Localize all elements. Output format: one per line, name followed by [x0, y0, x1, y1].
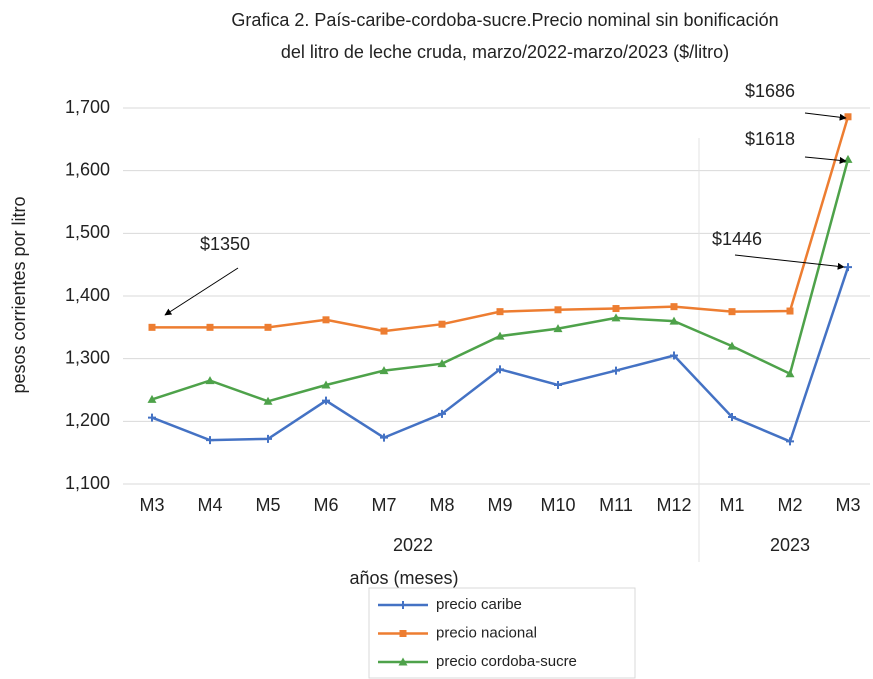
data-point [727, 341, 737, 350]
series-line [152, 116, 850, 333]
x-tick-label: M11 [599, 495, 633, 515]
x-tick-label: M8 [429, 495, 454, 515]
annotation: $1446 [712, 229, 762, 249]
x-tick-label: M3 [835, 495, 860, 515]
y-tick-label: 1,700 [65, 97, 110, 117]
x-tick-label: M5 [255, 495, 280, 515]
annotation: $1618 [745, 129, 795, 149]
data-point [843, 154, 853, 163]
y-tick-label: 1,400 [65, 285, 110, 305]
legend-label: precio caribe [436, 596, 522, 613]
annotation-arrow [804, 156, 847, 164]
annotation-arrow [804, 112, 847, 121]
data-point [379, 366, 389, 375]
annotation-arrow [734, 254, 845, 270]
x-tick-label: M6 [313, 495, 338, 515]
y-tick-label: 1,600 [65, 159, 110, 179]
data-point [148, 323, 156, 331]
data-point [322, 316, 330, 324]
x-group-label: 2022 [393, 535, 433, 555]
data-point [496, 365, 504, 374]
data-point [844, 263, 852, 272]
annotation: $1686 [745, 81, 795, 101]
data-point [728, 412, 736, 421]
data-point [669, 316, 679, 325]
chart-title: Grafica 2. País-caribe-cordoba-sucre.Pre… [231, 10, 778, 30]
x-tick-label: M10 [540, 495, 575, 515]
x-axis-label: años (meses) [349, 568, 458, 588]
y-axis-label: pesos corrientes por litro [9, 196, 29, 393]
x-tick-label: M3 [139, 495, 164, 515]
data-point [438, 409, 446, 418]
data-point [205, 376, 215, 385]
legend-label: precio nacional [436, 624, 537, 641]
data-point [263, 396, 273, 405]
data-point [399, 601, 407, 609]
series-line [151, 159, 850, 403]
data-point [437, 359, 447, 368]
y-tick-label: 1,300 [65, 347, 110, 367]
data-point [554, 380, 562, 389]
data-point [264, 323, 272, 331]
chart-title: del litro de leche cruda, marzo/2022-mar… [281, 42, 729, 62]
data-point [206, 323, 214, 331]
data-point [380, 433, 388, 442]
x-tick-label: M1 [719, 495, 744, 515]
data-point [147, 394, 157, 403]
data-point [380, 327, 388, 335]
annotation: $1350 [200, 234, 250, 254]
data-point [786, 437, 794, 446]
data-point [728, 308, 736, 316]
y-tick-label: 1,500 [65, 222, 110, 242]
x-tick-label: M2 [777, 495, 802, 515]
legend-label: precio cordoba-sucre [436, 653, 577, 670]
x-tick-label: M7 [371, 495, 396, 515]
y-tick-label: 1,100 [65, 473, 110, 493]
data-point [553, 324, 563, 333]
data-point [148, 413, 156, 422]
x-tick-label: M9 [487, 495, 512, 515]
x-tick-label: M12 [656, 495, 691, 515]
data-point [322, 396, 330, 405]
x-tick-label: M4 [197, 495, 222, 515]
data-point [670, 351, 678, 360]
data-point [495, 331, 505, 340]
data-point [321, 380, 331, 389]
data-point [438, 320, 446, 328]
x-group-label: 2023 [770, 535, 810, 555]
data-point [398, 657, 408, 666]
data-point [786, 307, 794, 315]
data-point [399, 630, 407, 637]
data-point [785, 369, 795, 378]
data-point [670, 303, 678, 311]
data-point [496, 308, 504, 316]
data-point [611, 313, 621, 322]
data-point [206, 436, 214, 445]
series-line [151, 266, 850, 444]
data-point [612, 305, 620, 313]
data-point [264, 434, 272, 443]
data-point [554, 306, 562, 314]
annotation-arrow [164, 267, 239, 316]
data-point [844, 113, 852, 121]
data-point [612, 366, 620, 375]
y-tick-label: 1,200 [65, 410, 110, 430]
